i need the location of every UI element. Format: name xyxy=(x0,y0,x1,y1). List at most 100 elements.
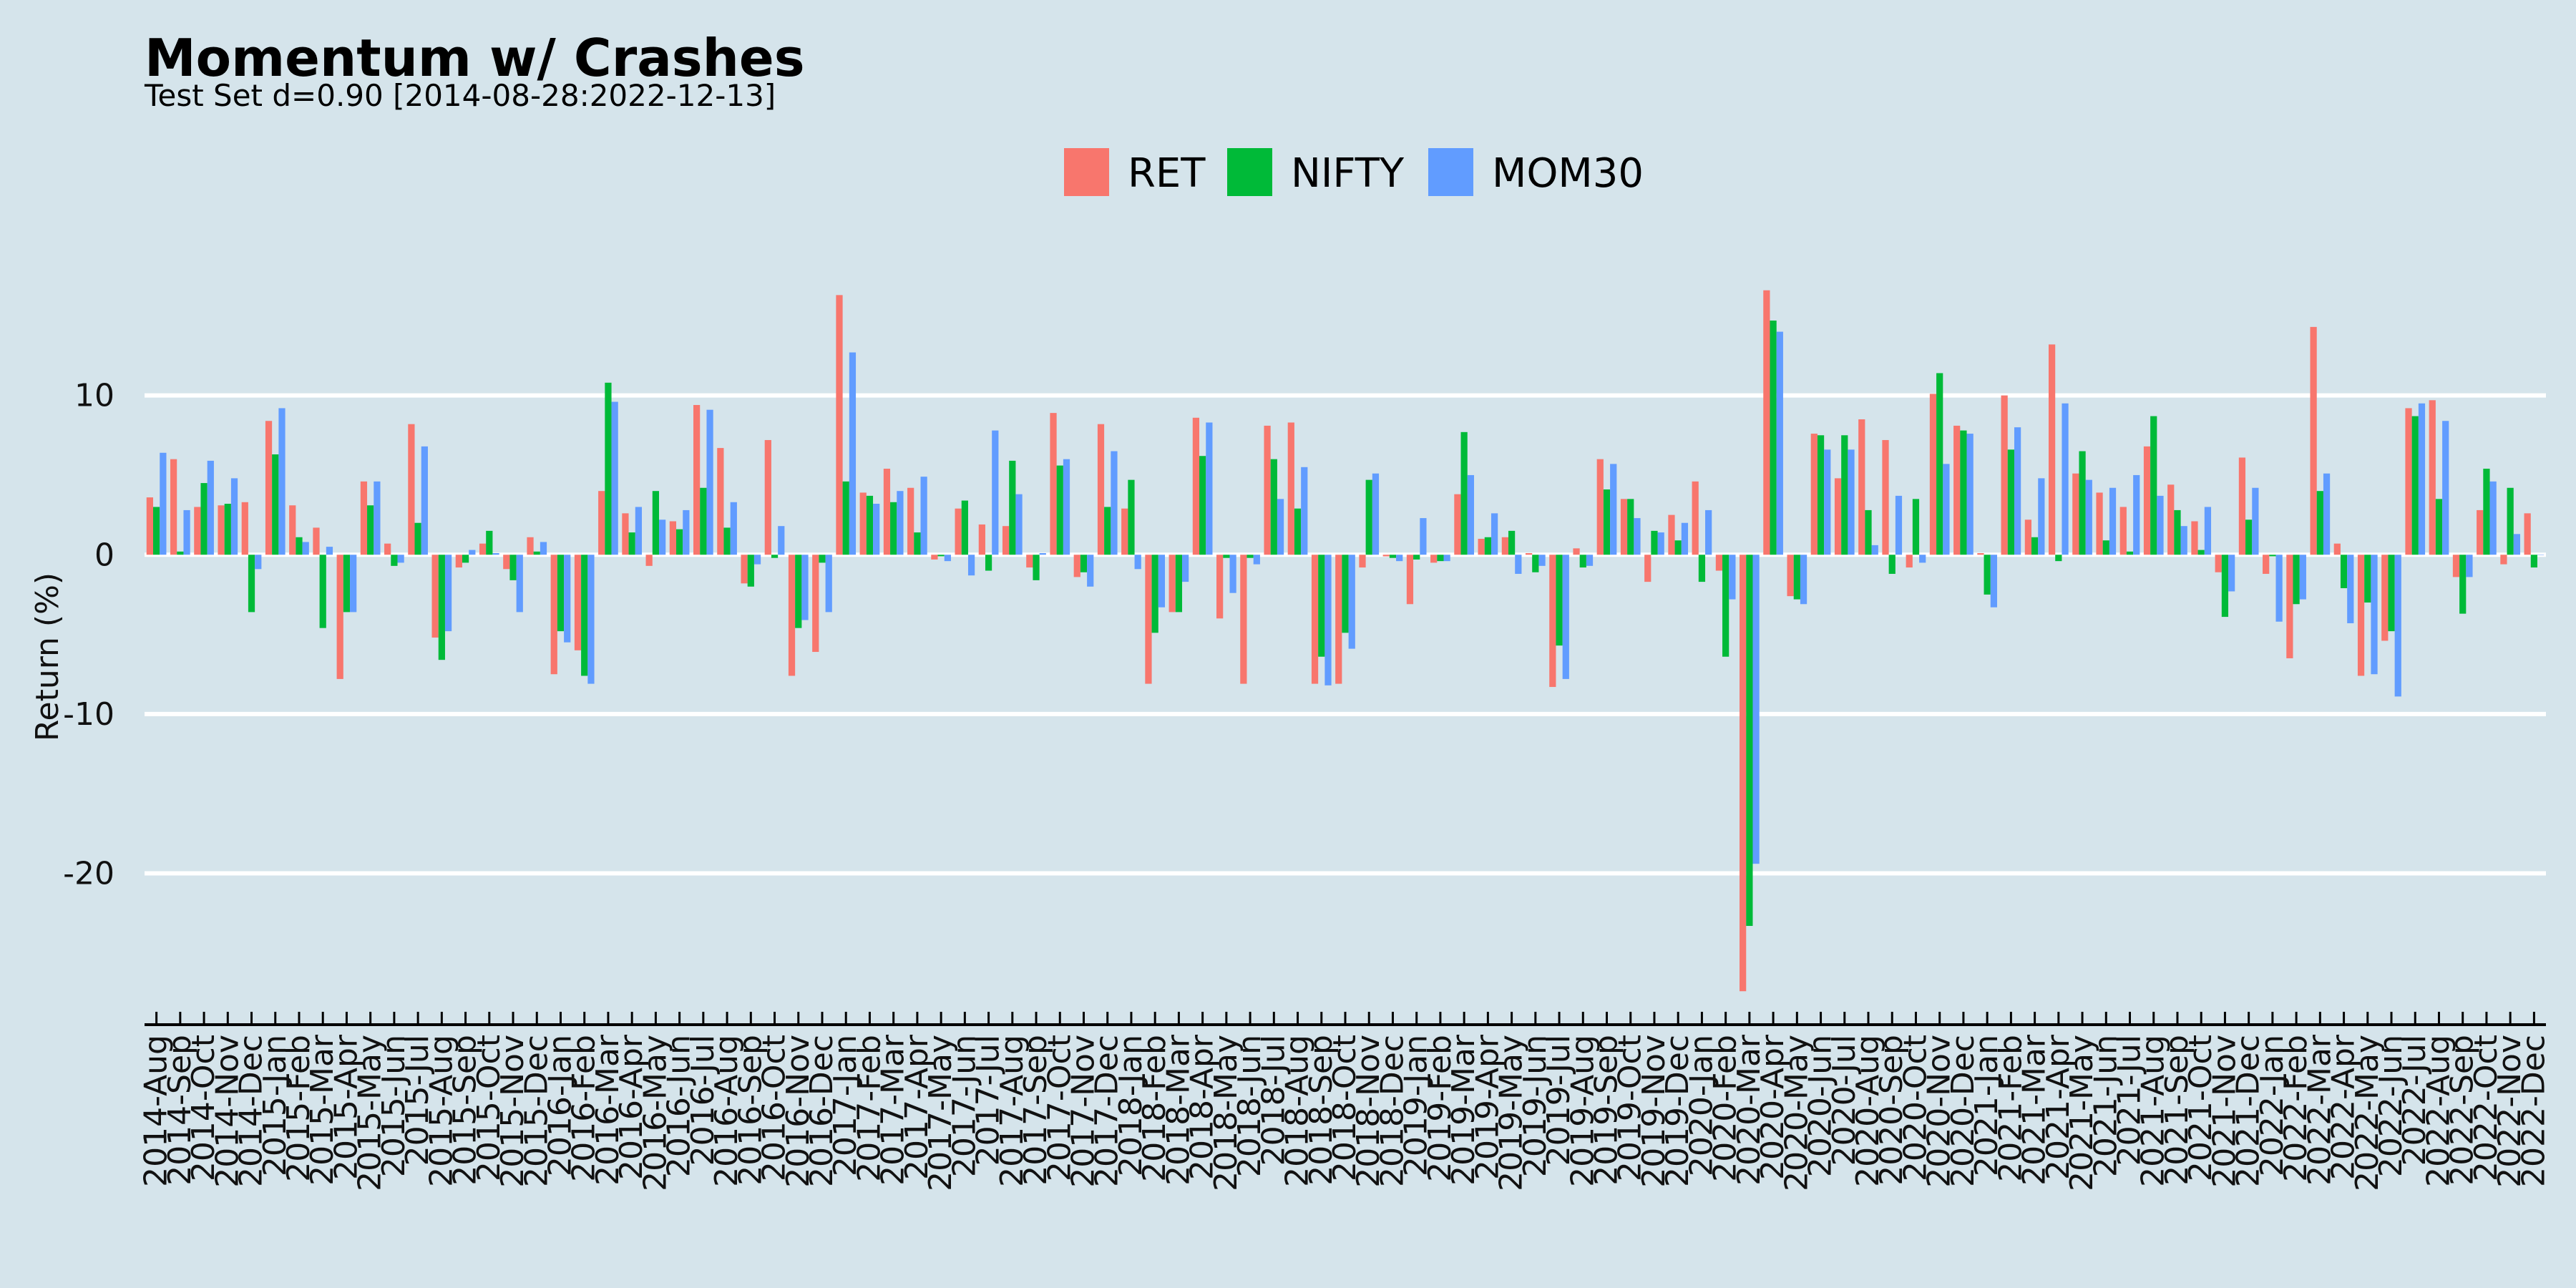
bar-ret-2017-Aug xyxy=(1002,526,1010,555)
bar-nifty-2018-Jun xyxy=(1246,555,1254,558)
x-tick-label: 2015-Dec xyxy=(518,1035,555,1187)
bar-nifty-2015-Mar xyxy=(319,555,326,628)
bar-nifty-2019-Oct xyxy=(1627,499,1634,555)
x-tick-label: 2019-Sep xyxy=(1589,1035,1625,1186)
x-tick-label: 2016-Sep xyxy=(732,1035,769,1186)
bar-nifty-2018-Jul xyxy=(1270,459,1277,555)
bar-ret-2015-Jun xyxy=(384,543,391,555)
bar-nifty-2021-Oct xyxy=(2197,550,2205,555)
x-tick-label: 2019-Jan xyxy=(1398,1035,1435,1176)
bar-ret-2021-Aug xyxy=(2143,446,2151,555)
bar-nifty-2022-Oct xyxy=(2483,469,2490,555)
y-tick-labels: 10 0 -10 -20 xyxy=(63,378,114,892)
bar-nifty-2019-May xyxy=(1508,530,1516,555)
bar-ret-2018-Sep xyxy=(1311,555,1319,684)
bar-nifty-2016-Jan xyxy=(557,555,565,632)
legend-swatch-nifty xyxy=(1227,148,1272,196)
x-tick-labels: 2014-Aug2014-Sep2014-Oct2014-Nov2014-Dec… xyxy=(138,1034,2552,1191)
x-tick-label: 2022-Jul xyxy=(2396,1035,2433,1166)
x-tick-label: 2015-Jul xyxy=(399,1035,436,1166)
bar-mom30-2020-Oct xyxy=(1919,555,1926,563)
bar-ret-2022-Jan xyxy=(2263,555,2270,574)
bar-ret-2016-Feb xyxy=(574,555,582,650)
bar-ret-2021-Dec xyxy=(2238,457,2246,555)
x-tick-label: 2015-Mar xyxy=(304,1034,341,1186)
bar-ret-2017-Feb xyxy=(859,492,867,555)
bar-nifty-2020-Jan xyxy=(1698,555,1706,582)
bar-mom30-2020-Jan xyxy=(1705,509,1712,555)
bar-nifty-2020-Jun xyxy=(1817,435,1825,555)
bar-mom30-2020-Feb xyxy=(1729,555,1736,600)
bar-ret-2021-Apr xyxy=(2048,344,2056,555)
bar-mom30-2019-Jun xyxy=(1538,555,1546,566)
bar-ret-2014-Sep xyxy=(170,459,177,555)
x-tick-label: 2021-Oct xyxy=(2182,1035,2219,1181)
bar-mom30-2022-May xyxy=(2371,555,2378,675)
x-tick-label: 2017-Jul xyxy=(970,1035,1007,1166)
bar-mom30-2018-Aug xyxy=(1301,467,1308,555)
bar-nifty-2016-Aug xyxy=(723,527,731,555)
bar-mom30-2014-Dec xyxy=(255,555,262,570)
bar-mom30-2015-Jan xyxy=(278,408,286,555)
x-tick-label: 2020-Feb xyxy=(1707,1035,1744,1182)
bar-nifty-2022-Apr xyxy=(2340,555,2348,589)
y-tick-label: 0 xyxy=(94,537,114,573)
y-tick-label: 10 xyxy=(74,378,114,414)
bar-nifty-2015-Apr xyxy=(343,555,351,613)
bar-mom30-2015-Jul xyxy=(421,446,428,555)
bar-mom30-2022-Sep xyxy=(2466,555,2473,577)
bar-ret-2022-Mar xyxy=(2310,326,2317,555)
bar-nifty-2018-Oct xyxy=(1342,555,1349,633)
bar-ret-2016-Aug xyxy=(717,448,724,555)
x-tick-label: 2021-Jan xyxy=(1968,1035,2005,1176)
bar-nifty-2014-Aug xyxy=(152,507,160,555)
bar-ret-2019-Jan xyxy=(1406,555,1414,605)
bar-mom30-2022-Jul xyxy=(2418,403,2426,555)
bar-ret-2016-Jul xyxy=(693,404,701,555)
bar-ret-2020-May xyxy=(1787,555,1794,597)
x-tick-label: 2016-Mar xyxy=(590,1034,626,1186)
bar-ret-2019-Feb xyxy=(1430,555,1438,563)
bar-nifty-2016-Dec xyxy=(819,555,826,563)
x-tick-label: 2018-Mar xyxy=(1160,1034,1196,1186)
bar-nifty-2022-Sep xyxy=(2459,555,2467,614)
bar-ret-2015-May xyxy=(360,481,368,555)
legend-swatch-ret xyxy=(1064,148,1109,196)
bar-mom30-2020-May xyxy=(1800,555,1807,605)
bar-ret-2017-Sep xyxy=(1026,555,1033,568)
bar-ret-2015-Jul xyxy=(408,424,415,555)
bar-mom30-2017-May xyxy=(944,555,951,562)
bar-mom30-2021-Mar xyxy=(2038,478,2045,555)
bar-ret-2020-Aug xyxy=(1858,419,1865,555)
bar-ret-2016-Dec xyxy=(812,555,819,653)
x-tick-label: 2019-Nov xyxy=(1636,1035,1672,1188)
bar-nifty-2019-Nov xyxy=(1651,530,1658,555)
bar-ret-2021-Mar xyxy=(2024,519,2031,555)
bar-ret-2015-Jan xyxy=(265,421,273,555)
bar-nifty-2016-Mar xyxy=(605,382,612,555)
x-tick-label: 2017-May xyxy=(922,1035,959,1191)
bar-nifty-2019-Feb xyxy=(1437,555,1444,562)
bar-mom30-2017-Mar xyxy=(897,491,904,555)
bar-ret-2021-Oct xyxy=(2191,521,2198,555)
bar-nifty-2019-Sep xyxy=(1603,489,1611,555)
bar-nifty-2022-Nov xyxy=(2507,487,2514,555)
bar-ret-2019-Jul xyxy=(1549,555,1556,688)
x-tick-label: 2020-Mar xyxy=(1731,1034,1767,1186)
bar-mom30-2016-Apr xyxy=(635,507,643,555)
bar-mom30-2017-Nov xyxy=(1087,555,1094,587)
x-tick-label: 2021-Aug xyxy=(2135,1035,2172,1187)
x-tick-label: 2022-Dec xyxy=(2515,1035,2552,1187)
bar-nifty-2018-Sep xyxy=(1318,555,1325,657)
x-tick-label: 2017-Apr xyxy=(899,1034,935,1180)
bar-mom30-2015-May xyxy=(374,481,381,555)
x-tick-label: 2015-May xyxy=(352,1035,389,1191)
x-tick-label: 2020-Apr xyxy=(1755,1034,1791,1180)
x-tick-label: 2018-Oct xyxy=(1327,1035,1363,1181)
bar-mom30-2016-Oct xyxy=(778,526,785,555)
bar-ret-2018-Dec xyxy=(1382,555,1390,557)
bar-mom30-2022-Nov xyxy=(2513,534,2521,555)
legend: RET NIFTY MOM30 xyxy=(1064,148,1644,197)
bar-ret-2019-Mar xyxy=(1454,494,1461,555)
bar-ret-2021-Jul xyxy=(2119,507,2127,555)
